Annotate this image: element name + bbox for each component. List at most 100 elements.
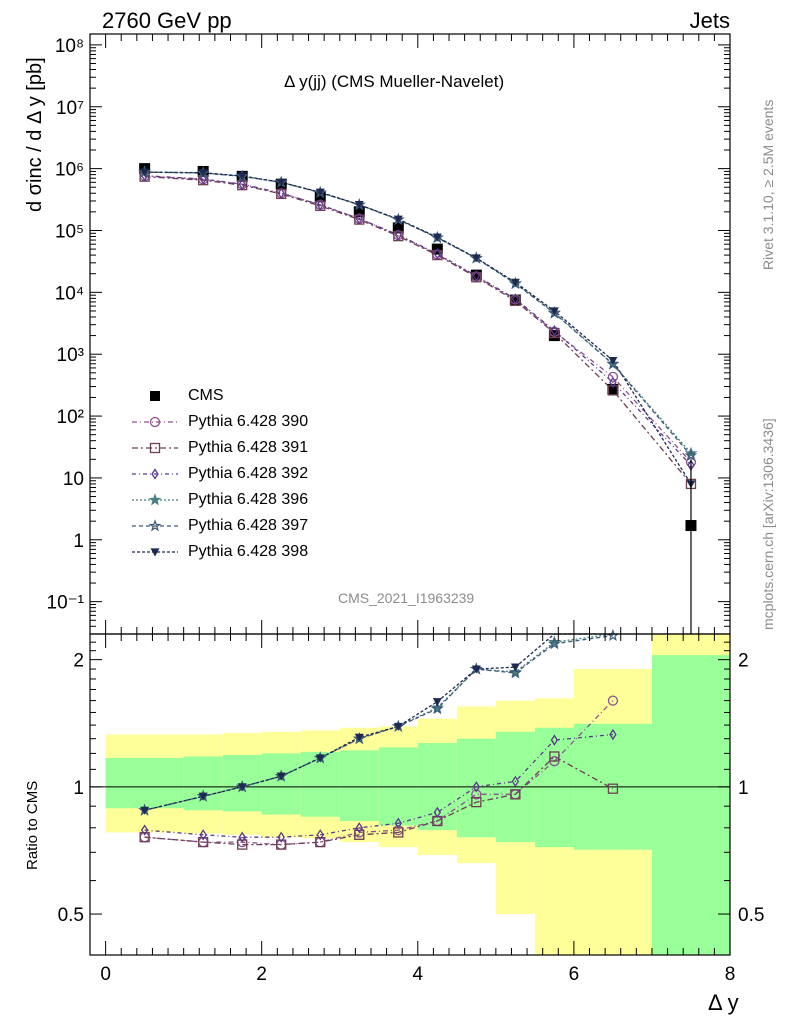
legend-label: CMS xyxy=(188,387,224,404)
legend-item: Pythia 6.428 398 xyxy=(130,540,308,564)
ratio-point xyxy=(607,783,619,794)
main-point xyxy=(511,293,520,305)
x-tick-label: 8 xyxy=(725,964,736,985)
ratio-point xyxy=(140,824,149,836)
main-point xyxy=(140,168,150,177)
side-label-bottom: mcplots.cern.ch [arXiv:1306.3436] xyxy=(760,418,776,630)
legend-item: Pythia 6.428 390 xyxy=(130,410,308,434)
legend-swatch xyxy=(132,468,178,480)
main-point xyxy=(471,254,481,263)
main-point xyxy=(510,295,521,306)
main-point xyxy=(509,294,521,306)
ratio-line-1 xyxy=(144,755,614,846)
ratio-point xyxy=(548,637,561,650)
ratio-point xyxy=(276,772,286,781)
axis-ticks: 10⁻¹ 1 10 10² 10³ 10⁴ 10⁵ 10⁶ 10⁷ 10⁸ 0.5 0.5 1 1 2 2 0 2… xyxy=(47,34,764,985)
main-y-tick-label: 10² xyxy=(57,407,84,428)
ratio-point xyxy=(198,792,208,801)
header-right: Jets xyxy=(689,8,730,33)
main-point xyxy=(472,270,481,282)
ratio-point xyxy=(607,695,619,706)
ratio-point xyxy=(140,806,150,815)
ratio-point xyxy=(471,797,482,808)
main-point xyxy=(355,213,363,225)
legend-swatch xyxy=(132,493,178,506)
main-point xyxy=(315,188,325,197)
x-tick-label: 2 xyxy=(256,964,267,985)
y-axis-label-ratio: Ratio to CMS xyxy=(24,780,41,870)
legend-label: Pythia 6.428 397 xyxy=(188,517,309,534)
main-y-tick-label: 10⁵ xyxy=(55,221,84,242)
y-axis-label-main: d σinc / d Δ y [pb] xyxy=(24,57,46,212)
main-point xyxy=(198,169,208,178)
main-y-tick-label: 10⁸ xyxy=(55,36,84,57)
x-tick-label: 4 xyxy=(413,964,424,985)
ratio-point xyxy=(277,831,285,843)
ratio-point xyxy=(549,751,560,762)
green-band xyxy=(183,756,223,811)
x-tick-label: 6 xyxy=(569,964,580,985)
legend-swatch xyxy=(150,391,160,401)
main-point xyxy=(471,272,482,283)
main-y-tick-label: 10⁻¹ xyxy=(47,593,85,614)
ratio-point xyxy=(354,829,365,840)
main-point xyxy=(550,324,559,337)
ratio-point xyxy=(511,775,520,788)
legend-item: Pythia 6.428 391 xyxy=(130,436,308,460)
main-point xyxy=(432,233,442,242)
main-point xyxy=(277,187,285,199)
x-tick-label: 0 xyxy=(100,964,111,985)
main-point xyxy=(549,307,559,316)
main-point xyxy=(354,201,364,210)
ratio-y-tick-label-right: 2 xyxy=(738,651,749,672)
plot-title: Δ y(jj) (CMS Mueller-Navelet) xyxy=(284,72,505,91)
green-band xyxy=(105,758,184,809)
main-point xyxy=(432,249,443,261)
ratio-line-4 xyxy=(144,634,613,811)
legend-marker xyxy=(151,468,159,480)
ratio-point xyxy=(199,829,207,841)
ratio-point xyxy=(471,789,482,800)
legend-swatch xyxy=(132,416,178,428)
x-axis-label: Δ y xyxy=(708,990,739,1015)
main-point xyxy=(549,327,560,339)
ratio-frame xyxy=(89,633,731,956)
legend-item: Pythia 6.428 397 xyxy=(130,514,308,538)
watermark: CMS_2021_I1963239 xyxy=(338,590,475,606)
ratio-point xyxy=(430,702,444,715)
ratio-point xyxy=(609,728,617,741)
legend-marker xyxy=(149,416,161,428)
ratio-y-tick-label-left: 0.5 xyxy=(58,905,84,926)
ratio-point xyxy=(139,832,150,843)
main-point xyxy=(607,371,619,383)
ratio-point xyxy=(550,734,559,746)
ratio-point xyxy=(432,698,442,707)
ratio-point xyxy=(394,817,402,829)
side-label-top: Rivet 3.1.10, ≥ 2.5M events xyxy=(760,99,776,270)
main-point xyxy=(199,173,207,185)
legend-label: Pythia 6.428 391 xyxy=(188,439,309,456)
legend-label: Pythia 6.428 392 xyxy=(188,465,309,482)
legend-marker xyxy=(148,519,162,532)
main-point xyxy=(316,199,324,211)
ratio-point xyxy=(276,839,287,850)
ratio-line-2 xyxy=(144,733,613,838)
legend-swatch xyxy=(132,548,178,557)
ratio-point xyxy=(472,781,481,793)
ratio-point xyxy=(355,822,363,834)
ratio-point xyxy=(315,754,325,763)
main-y-tick-label: 10⁶ xyxy=(55,160,84,181)
main-y-tick-label: 1 xyxy=(73,531,84,552)
green-band xyxy=(651,655,730,955)
main-point xyxy=(276,178,286,187)
legend-swatch xyxy=(132,442,178,454)
main-y-tick-label: 10³ xyxy=(57,345,84,366)
main-y-tick-label: 10 xyxy=(63,469,84,490)
legend-marker xyxy=(150,548,160,557)
legend-marker xyxy=(149,442,161,454)
ratio-point xyxy=(238,831,246,843)
legend-marker xyxy=(148,493,162,506)
legend-swatch xyxy=(132,519,178,532)
main-point xyxy=(393,230,404,242)
